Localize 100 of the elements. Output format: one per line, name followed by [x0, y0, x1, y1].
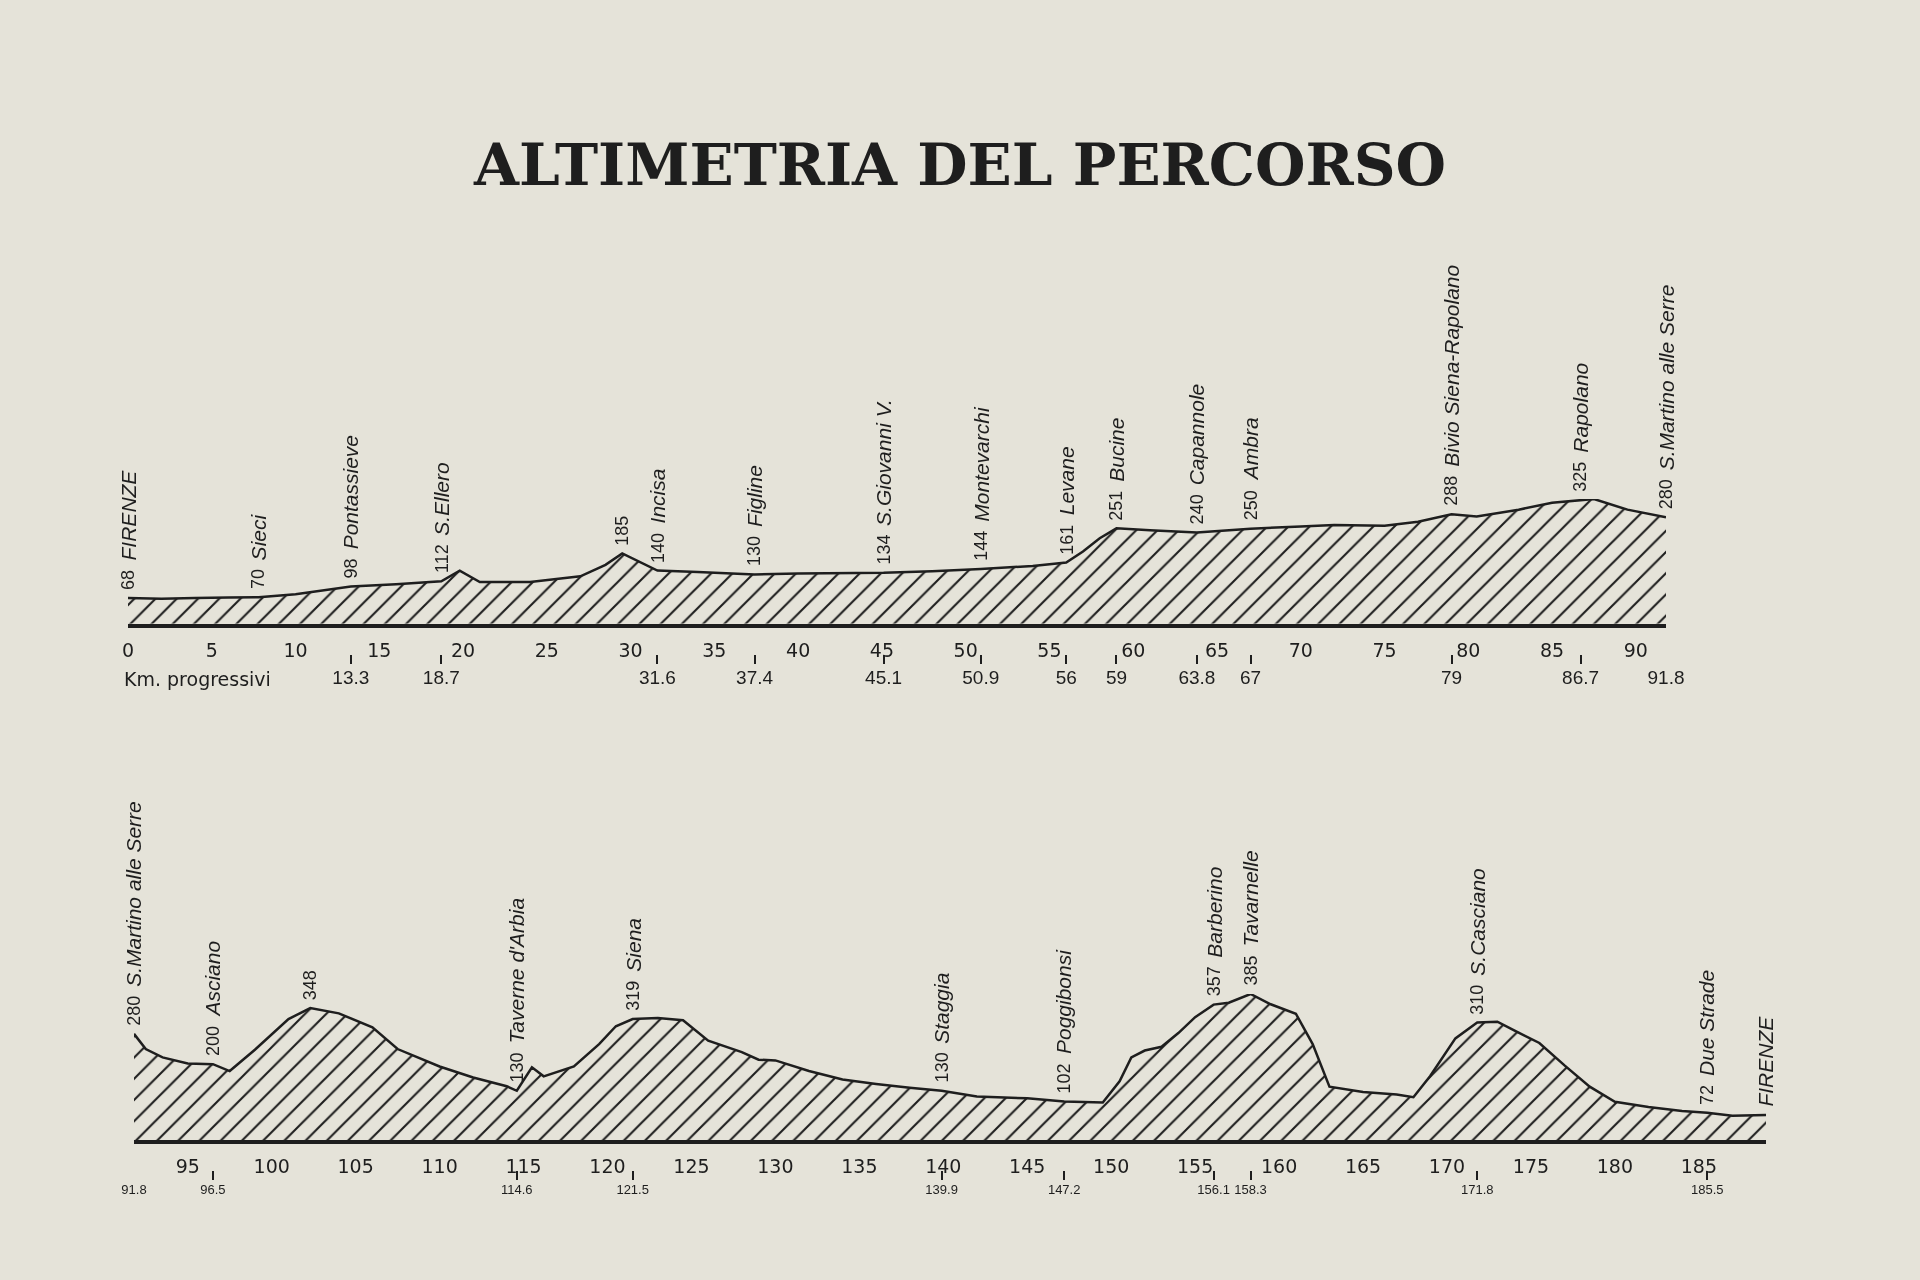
x-tick-label: 30: [618, 638, 643, 661]
x-tick-label: 50: [953, 638, 978, 661]
annotation: Bucine: [1105, 417, 1129, 482]
annotation: Figline: [743, 465, 767, 527]
annotation: Ambra: [1238, 417, 1262, 482]
data-label: 134: [873, 534, 894, 565]
x2-tick-label: 91.8: [121, 1182, 147, 1198]
annotation: Taverne d'Arbia: [505, 897, 529, 1044]
x2-tick-label: 171.8: [1460, 1182, 1494, 1198]
x-tick-label: 55: [1037, 638, 1062, 661]
x2-tick-label: 96.5: [200, 1182, 226, 1198]
data-label: 280: [124, 995, 145, 1026]
data-label: 251: [1106, 490, 1127, 521]
x2-tick-label: 91.8: [1647, 666, 1685, 688]
data-label: 357: [1203, 966, 1224, 997]
annotation: S.Martino alle Serre: [122, 801, 146, 987]
x-tick-label: 60: [1121, 638, 1146, 661]
x2-tick-label: 158.3: [1234, 1182, 1267, 1198]
x-tick-label: 45: [869, 638, 895, 661]
x-tick-label: 130: [757, 1154, 794, 1177]
data-label: 185: [611, 515, 632, 546]
x2-tick-label: 13.3: [332, 666, 370, 688]
annotation: Incisa: [646, 468, 670, 524]
x2-tick-label: 56: [1055, 666, 1077, 688]
data-label: 68: [118, 569, 139, 590]
annotation: S.Martino alle Serre: [1654, 284, 1678, 471]
x-tick-label: 100: [253, 1154, 290, 1177]
data-label: 280: [1655, 479, 1676, 510]
data-label: 288: [1441, 475, 1462, 506]
x-tick-label: 80: [1456, 638, 1481, 661]
annotation: Siena: [621, 917, 645, 972]
x-tick-label: 65: [1204, 638, 1230, 661]
data-label: 310: [1466, 984, 1487, 1015]
x-tick-label: 120: [589, 1154, 626, 1177]
x-tick-label: 115: [505, 1154, 542, 1177]
x-tick-label: 185: [1680, 1154, 1717, 1177]
annotation: Tavarnelle: [1238, 850, 1262, 947]
x2-tick-label: 18.7: [422, 666, 460, 688]
x-tick-label: 15: [367, 638, 392, 661]
data-label: 348: [300, 970, 321, 1001]
annotation: FIRENZE: [116, 469, 140, 561]
x2-tick-label: 31.6: [638, 666, 676, 688]
data-label: 102: [1053, 1063, 1074, 1094]
data-label: 325: [1570, 461, 1591, 492]
x-tick-label: 20: [450, 638, 476, 661]
x2-tick-label: 86.7: [1562, 666, 1600, 688]
data-label: 240: [1187, 494, 1208, 525]
annotation: Levane: [1055, 446, 1079, 516]
x2-axis-title: Km. progressivi: [124, 668, 271, 690]
x2-tick-label: 156.1: [1197, 1182, 1230, 1198]
x-tick-label: 180: [1596, 1154, 1634, 1177]
x-tick-label: 105: [337, 1154, 374, 1177]
x-tick-label: 95: [175, 1154, 200, 1177]
x-tick-label: 110: [421, 1154, 458, 1177]
data-label: 144: [970, 530, 991, 561]
x2-tick-label: 139.9: [925, 1182, 958, 1198]
x-tick-label: 40: [786, 638, 811, 661]
annotation: Bivio Siena-Rapolano: [1440, 264, 1464, 467]
annotation: Due Strade: [1695, 969, 1719, 1077]
annotation: Sieci: [246, 513, 270, 561]
annotation: Asciano: [201, 940, 225, 1018]
data-label: 70: [248, 568, 269, 589]
x2-tick-label: 45.1: [865, 666, 903, 688]
annotation: S.Ellero: [429, 461, 453, 536]
data-label: 161: [1056, 524, 1077, 555]
x2-tick-label: 63.8: [1178, 666, 1216, 688]
x-tick-label: 125: [673, 1154, 710, 1177]
annotation: Barberino: [1202, 866, 1226, 958]
x2-tick-label: 37.4: [736, 666, 774, 688]
annotation: Rapolano: [1569, 362, 1593, 453]
x-tick-label: 160: [1260, 1154, 1298, 1177]
data-label: 130: [931, 1052, 952, 1083]
x-tick-label: 170: [1428, 1154, 1466, 1177]
annotation: Capannole: [1185, 383, 1209, 486]
x2-tick-label: 67: [1239, 666, 1262, 688]
x-tick-label: 5: [205, 638, 218, 661]
data-label: 200: [202, 1026, 223, 1057]
x-tick-label: 35: [702, 638, 727, 661]
x-tick-label: 135: [841, 1154, 878, 1177]
x-tick-label: 75: [1372, 638, 1397, 661]
x-tick-label: 70: [1288, 638, 1313, 661]
x2-tick-label: 147.2: [1047, 1182, 1081, 1198]
annotation: FIRENZE: [1754, 1015, 1778, 1107]
x-tick-label: 10: [283, 638, 308, 661]
x2-tick-label: 50.9: [962, 666, 1000, 688]
annotation: S.Giovanni V.: [872, 399, 896, 526]
x2-tick-label: 185.5: [1690, 1182, 1724, 1198]
annotation: Poggibonsi: [1052, 948, 1076, 1055]
data-label: 130: [507, 1052, 528, 1083]
data-label: 140: [647, 532, 668, 563]
x2-tick-label: 114.6: [501, 1182, 533, 1198]
x-tick-label: 155: [1177, 1154, 1214, 1177]
data-label: 72: [1697, 1085, 1718, 1106]
x2-tick-label: 121.5: [616, 1182, 649, 1198]
x-tick-label: 145: [1009, 1154, 1046, 1177]
x-tick-label: 140: [925, 1154, 962, 1177]
data-label: 319: [622, 980, 643, 1011]
x2-tick-label: 59: [1105, 666, 1128, 688]
x-tick-label: 150: [1093, 1154, 1130, 1177]
annotation: Pontassieve: [339, 434, 363, 550]
